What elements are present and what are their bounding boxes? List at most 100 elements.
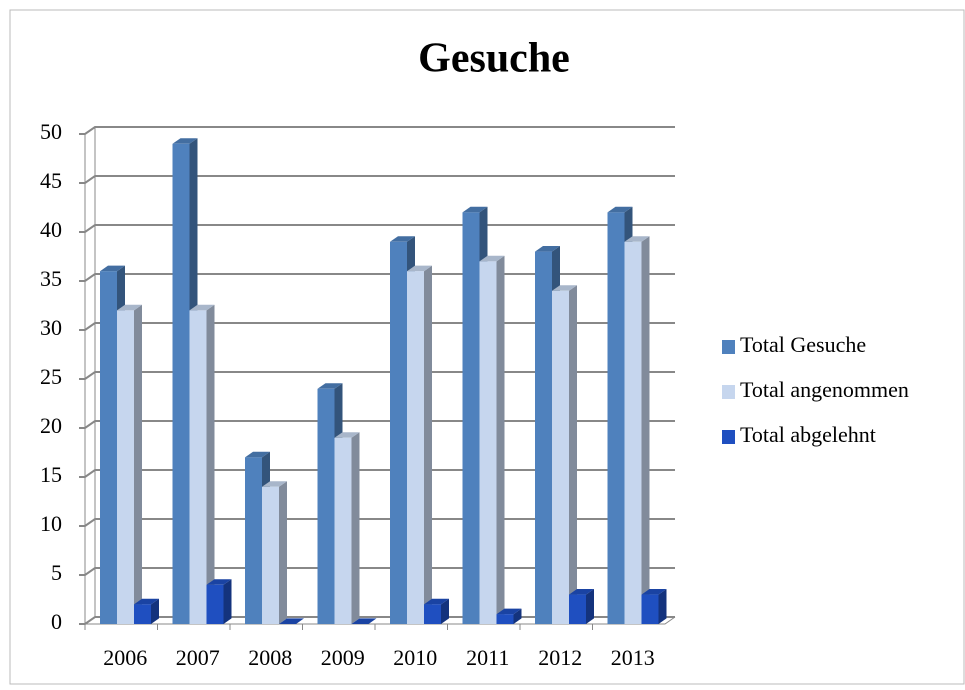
bar-front [462, 212, 480, 624]
grid-line [79, 616, 675, 625]
bar-top [624, 236, 650, 242]
bar-front [390, 241, 407, 625]
bar-top [100, 265, 125, 272]
legend-swatch [722, 430, 735, 444]
x-tick-label: 2012 [538, 645, 582, 670]
y-tick-label: 25 [40, 364, 62, 389]
grid-line [79, 518, 675, 527]
bar-front [245, 457, 262, 624]
bar-top [535, 246, 560, 252]
x-tick-label: 2011 [466, 645, 509, 670]
bar-front [100, 271, 117, 624]
bar-top [262, 481, 287, 487]
chart-title: Gesuche [418, 36, 570, 82]
bar-top [424, 598, 449, 605]
bar-front [424, 604, 441, 624]
y-tick-label: 50 [40, 119, 62, 144]
bar [424, 598, 449, 624]
bar-top [607, 206, 633, 213]
grid-line [79, 567, 675, 576]
bar-side [206, 304, 215, 624]
bar [351, 618, 377, 624]
x-tick-label: 2007 [176, 645, 220, 670]
x-tick-label: 2009 [321, 645, 365, 670]
y-tick-label: 10 [40, 511, 62, 536]
bar-front [624, 241, 642, 625]
bar-front [407, 271, 424, 624]
bar [552, 285, 577, 624]
y-tick-label: 15 [40, 462, 62, 487]
bar-front [317, 388, 335, 624]
bar [206, 579, 232, 624]
y-tick-label: 35 [40, 266, 62, 291]
bar-front [262, 486, 279, 624]
y-tick-label: 45 [40, 168, 62, 193]
bar-top [390, 236, 415, 242]
bar-top [569, 589, 594, 595]
grid-line [79, 175, 675, 184]
bar-top [407, 265, 432, 272]
bar-side [279, 481, 287, 624]
y-tick-label: 5 [51, 560, 62, 585]
bar-front [607, 212, 625, 624]
bar [262, 481, 287, 624]
bar-side [658, 589, 667, 624]
bar-front [496, 614, 514, 624]
x-tick-label: 2010 [393, 645, 437, 670]
bar-top [245, 451, 270, 458]
bar-top [206, 579, 232, 585]
grid-line [79, 420, 675, 429]
y-tick-label: 30 [40, 315, 62, 340]
bar-side [441, 598, 449, 624]
bar-front [552, 290, 569, 624]
grid-line [79, 224, 675, 233]
grid-line [79, 371, 675, 380]
bar-side [513, 608, 522, 624]
bar-side [351, 432, 360, 624]
bar [496, 608, 522, 624]
x-tick-label: 2013 [611, 645, 655, 670]
legend-label: Total Gesuche [740, 332, 866, 357]
bar-front [334, 437, 352, 624]
bar [134, 598, 159, 624]
bar-top [134, 598, 159, 605]
y-tick-label: 20 [40, 413, 62, 438]
grid-line [79, 469, 675, 478]
bar-top [552, 285, 577, 291]
grid-line [79, 126, 675, 135]
bar-top [496, 608, 522, 615]
bar-side [569, 285, 577, 624]
legend-label: Total angenommen [740, 377, 909, 402]
bar-top [641, 589, 667, 595]
bar-front [206, 584, 224, 624]
bar [279, 618, 304, 624]
bar-top [334, 432, 360, 438]
bar-top [172, 138, 198, 144]
bar-front [134, 604, 151, 624]
legend-swatch [722, 385, 735, 399]
bar-side [424, 265, 432, 624]
bar-side [134, 304, 142, 624]
bar [641, 589, 667, 624]
bar-front [117, 310, 134, 624]
bar [569, 589, 594, 624]
bar-side [496, 255, 505, 625]
bar-side [151, 598, 159, 624]
x-tick-label: 2006 [103, 645, 147, 670]
bar-top [351, 618, 377, 624]
bar [334, 432, 360, 624]
bar-side [586, 589, 594, 624]
bar-top [117, 304, 142, 311]
x-tick-label: 2008 [248, 645, 292, 670]
bar-front [535, 251, 552, 624]
bar-top [317, 383, 343, 389]
bar-top [462, 206, 488, 213]
grid-line [79, 322, 675, 331]
bar [624, 236, 650, 625]
bar-front [189, 310, 207, 624]
bar-top [189, 304, 215, 311]
legend-swatch [722, 340, 735, 354]
y-tick-label: 40 [40, 217, 62, 242]
bar [117, 304, 142, 624]
